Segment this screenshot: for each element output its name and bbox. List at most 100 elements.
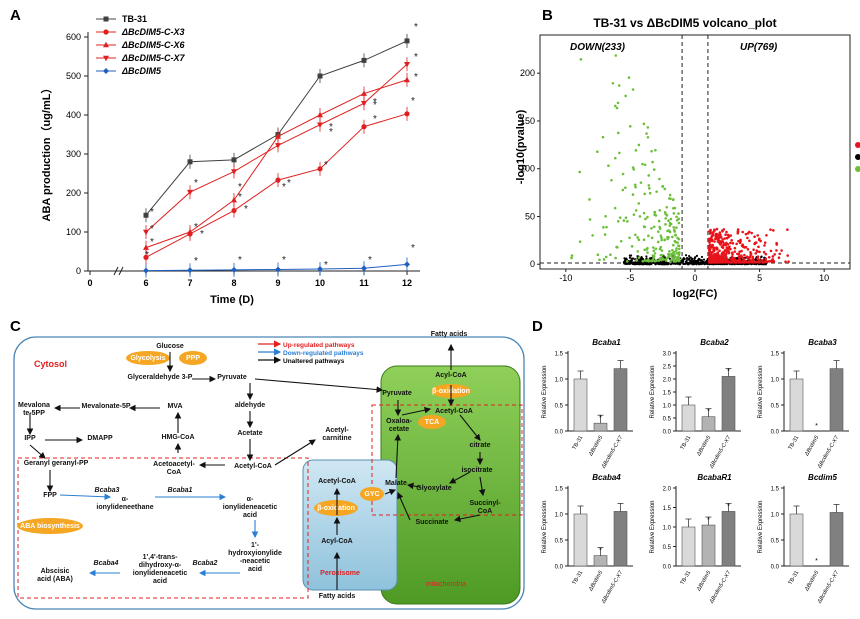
point-up [769, 249, 773, 253]
y-tick-label: 500 [66, 71, 81, 81]
point-up [775, 249, 778, 252]
point-nosig [628, 256, 632, 259]
point-up [726, 242, 730, 246]
x-tick-label: TB-31 [572, 570, 585, 586]
y-tick-label: 1.0 [663, 404, 672, 410]
node-line: FPP [43, 492, 57, 499]
node-hmgcoa: HMG-CoA [161, 434, 194, 441]
point-down [663, 238, 666, 242]
point-down [658, 257, 662, 261]
point-up [710, 231, 714, 235]
node-glucose: Glucose [156, 343, 184, 350]
point-down [628, 125, 632, 128]
point-up [739, 240, 742, 243]
point-down [645, 248, 649, 251]
point-nosig [632, 257, 635, 260]
node-malate: Malate [385, 480, 407, 487]
node-line: Acetyl-CoA [318, 478, 356, 485]
y-axis-title: Relative Expression [650, 500, 656, 553]
marker-diamond [103, 68, 109, 74]
point-nosig [632, 261, 635, 264]
y-tick-label: 1.5 [771, 487, 780, 493]
significance-star: * [329, 122, 333, 133]
pathway-arrow [254, 378, 384, 393]
bar [721, 376, 736, 432]
gyc-oval [360, 487, 384, 501]
point-down [637, 238, 641, 242]
point-down [675, 247, 678, 250]
node-glycolysis: Glycolysis [130, 355, 165, 362]
y-tick-label: 0.0 [771, 565, 780, 571]
point-down [645, 132, 648, 135]
significance-star: * [707, 517, 710, 524]
point-down [654, 214, 658, 217]
point-down [634, 185, 637, 189]
point-down [596, 253, 600, 257]
node-line: acid [243, 512, 257, 519]
point-down [668, 193, 672, 197]
node-tca: TCA [425, 419, 439, 426]
point-down [664, 223, 667, 226]
x-axis-title: Time (D) [210, 294, 254, 306]
node-line: Mevalonate-5P [81, 403, 130, 410]
point-up [742, 257, 746, 261]
series-3: ΔBcDIM5-C-X7 [96, 53, 410, 239]
node-line: Peroxisome [320, 570, 360, 577]
expression-bar-charts: D Bcaba1 0.0 0.5 1.0 1.5 Relative Expression T… [532, 318, 849, 605]
point-up [787, 260, 790, 264]
point-down [641, 162, 644, 166]
x-tick-label: ΔBcdim5 [588, 434, 605, 458]
point-up [730, 251, 734, 255]
point-up [775, 243, 779, 246]
x-tick-label: TB-31 [680, 570, 693, 586]
point-up [710, 251, 713, 254]
significance-star: * [599, 415, 602, 422]
point-down [570, 254, 574, 257]
point-up [757, 245, 760, 249]
aba-bio-oval [17, 518, 83, 534]
y-tick-label: 0 [530, 259, 535, 269]
pathway-arrow [453, 514, 481, 523]
volcano-points [570, 54, 790, 266]
node-line: ionylideneethane [96, 504, 153, 511]
point-down [603, 233, 607, 236]
point-up [724, 233, 727, 237]
marker-diamond [317, 266, 323, 273]
significance-star: * [373, 100, 377, 111]
significance-star: * [411, 243, 415, 254]
point-down [610, 178, 613, 182]
point-up [721, 238, 724, 241]
point-down [669, 259, 673, 262]
point-down [672, 198, 675, 201]
node-mva: MVA [167, 403, 182, 410]
point-up [711, 243, 714, 247]
point-up [748, 239, 751, 243]
panel-b-letter: B [542, 7, 553, 24]
node-line: hydroxyionylide [228, 550, 282, 557]
point-down [631, 88, 635, 91]
point-down [647, 234, 650, 238]
bar [681, 526, 696, 567]
point-up [713, 228, 716, 232]
point-down [634, 209, 638, 212]
point-up [725, 247, 729, 250]
point-down [619, 239, 623, 243]
aba-biosynthesis-box [17, 457, 309, 599]
point-down [652, 254, 656, 258]
point-down [652, 249, 656, 253]
node-line: Pyruvate [217, 374, 247, 381]
series-2: ΔBcDIM5-C-X6 [96, 40, 410, 255]
node-line: Pyruvate [382, 390, 412, 397]
node-line: aldehyde [235, 402, 265, 409]
y-tick-label: 100 [66, 227, 81, 237]
point-up [718, 249, 721, 253]
point-nosig [685, 257, 689, 260]
point-down [677, 244, 681, 248]
point-up [729, 247, 732, 251]
point-down [677, 237, 681, 241]
bar-chart-title: Bcaba4 [592, 473, 621, 482]
bar-chart-Bcaba2: Bcaba2 0.0 0.5 1.0 1.5 2.0 2.5 3.0 Relative Expr… [650, 338, 741, 470]
point-up [736, 252, 739, 256]
glycolysis-oval [126, 351, 170, 365]
point-down [672, 228, 676, 232]
